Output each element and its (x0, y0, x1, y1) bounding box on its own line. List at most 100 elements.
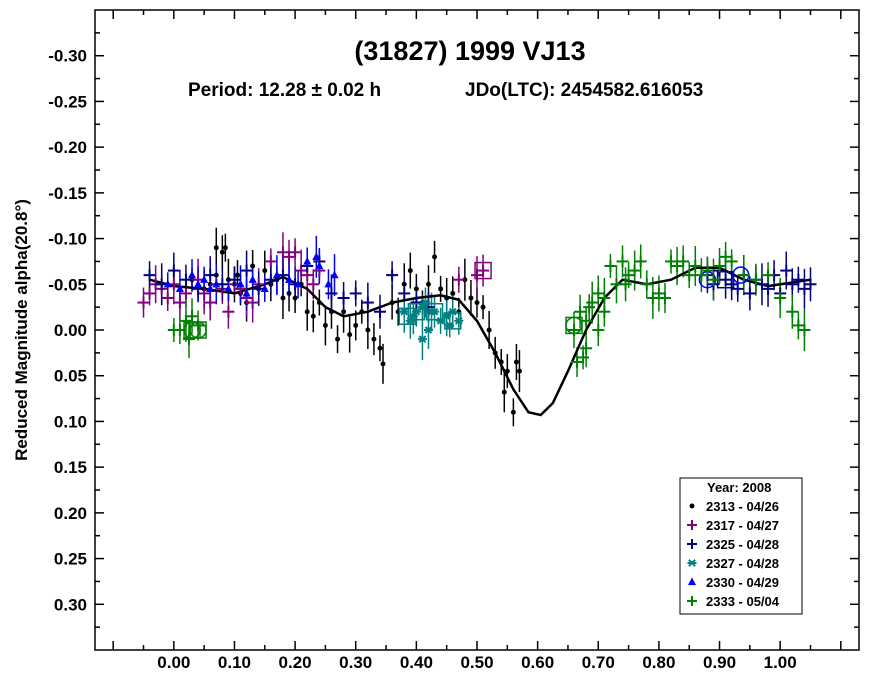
data-point (389, 300, 395, 306)
legend: Year: 2008 2313 - 04/26 2317 - 04/27 2325 … (679, 477, 803, 615)
data-point (683, 269, 696, 282)
data-point (474, 300, 480, 306)
data-point (622, 269, 635, 282)
x-tick-label: 0.40 (400, 653, 433, 672)
data-point (413, 286, 419, 292)
data-point (804, 278, 817, 291)
data-point (179, 273, 192, 286)
x-tick-label: 0.80 (642, 653, 675, 672)
data-point (780, 264, 793, 277)
data-point (173, 296, 186, 309)
chart-subtitle-period: Period: 12.28 ± 0.02 h (188, 80, 381, 101)
data-point (468, 295, 474, 301)
data-point (325, 287, 338, 300)
y-tick-label: -0.05 (48, 275, 87, 294)
data-point (701, 264, 714, 277)
data-point (204, 296, 217, 309)
data-point (295, 264, 308, 277)
data-point (628, 264, 641, 277)
data-point (286, 290, 292, 296)
data-point (322, 322, 328, 328)
data-point (658, 292, 671, 304)
data-point (401, 281, 407, 287)
data-point (316, 300, 322, 306)
data-point (640, 278, 653, 291)
data-point (179, 287, 192, 300)
x-tick-label: 0.70 (582, 653, 615, 672)
data-point (462, 277, 468, 283)
data-point (445, 321, 455, 330)
data-point (272, 270, 281, 279)
data-point (310, 313, 316, 319)
data-point (580, 342, 593, 355)
data-point (359, 309, 365, 315)
y-tick-label: -0.25 (48, 92, 87, 111)
data-point (786, 305, 799, 318)
data-point (432, 254, 438, 260)
data-point (213, 272, 219, 278)
open-marker (443, 312, 462, 330)
data-point (399, 307, 409, 316)
data-point (574, 305, 587, 318)
data-point (206, 284, 215, 293)
data-point (167, 264, 180, 277)
data-point (292, 295, 298, 301)
data-point (577, 351, 590, 364)
chart-subtitle-epoch: JDo(LTC): 2454582.616053 (465, 80, 703, 101)
data-point (671, 260, 684, 272)
data-point (175, 284, 184, 293)
data-point (187, 270, 197, 279)
data-point (182, 333, 195, 346)
x-tick-label: 0.30 (339, 653, 372, 672)
data-point (498, 359, 504, 365)
data-point (200, 275, 209, 283)
data-point (163, 279, 172, 288)
data-point (222, 305, 235, 318)
data-point (480, 304, 486, 310)
data-point (792, 319, 805, 332)
legend-box (679, 477, 803, 615)
data-point (501, 389, 507, 395)
data-points (137, 245, 817, 415)
data-point (725, 255, 738, 268)
y-axis-label: Reduced Magnitude alpha(20.8°) (12, 199, 31, 461)
chart-title: (31827) 1999 VJ13 (354, 36, 585, 66)
data-point (349, 287, 362, 300)
y-tick-label: -0.30 (48, 47, 87, 66)
open-marker (407, 302, 426, 321)
data-point (264, 255, 277, 268)
data-point (373, 305, 386, 318)
data-point (167, 324, 180, 336)
data-point (713, 260, 726, 272)
data-point (592, 287, 605, 300)
data-point (380, 361, 386, 367)
data-point (619, 278, 632, 291)
data-point (516, 368, 522, 374)
y-tick-label: 0.10 (54, 412, 87, 431)
data-point (420, 298, 430, 307)
data-point (444, 295, 450, 301)
data-point (219, 249, 225, 255)
data-point (604, 260, 617, 272)
data-point (260, 284, 269, 293)
data-point (228, 273, 241, 286)
open-marker (189, 321, 207, 339)
x-tick-label: 0.10 (218, 653, 251, 672)
data-point (504, 368, 510, 374)
y-tick-label: -0.20 (48, 138, 87, 157)
data-point (246, 296, 259, 309)
data-point (377, 345, 383, 351)
data-point (204, 269, 217, 282)
data-point (225, 277, 231, 283)
data-point (743, 287, 756, 300)
y-tick-label: -0.10 (48, 230, 87, 249)
data-point (707, 273, 720, 286)
data-point (583, 301, 596, 314)
legend-entry: 2325 - 04/28 (706, 537, 779, 552)
legend-entry: 2313 - 04/26 (706, 499, 779, 514)
y-axis: -0.30 -0.25 -0.20 -0.15 -0.10 -0.05 0.00 0.05 0.… (48, 32, 859, 628)
data-point (646, 292, 659, 304)
data-point (386, 269, 399, 282)
data-point (719, 250, 732, 263)
y-tick-label: -0.15 (48, 184, 87, 203)
